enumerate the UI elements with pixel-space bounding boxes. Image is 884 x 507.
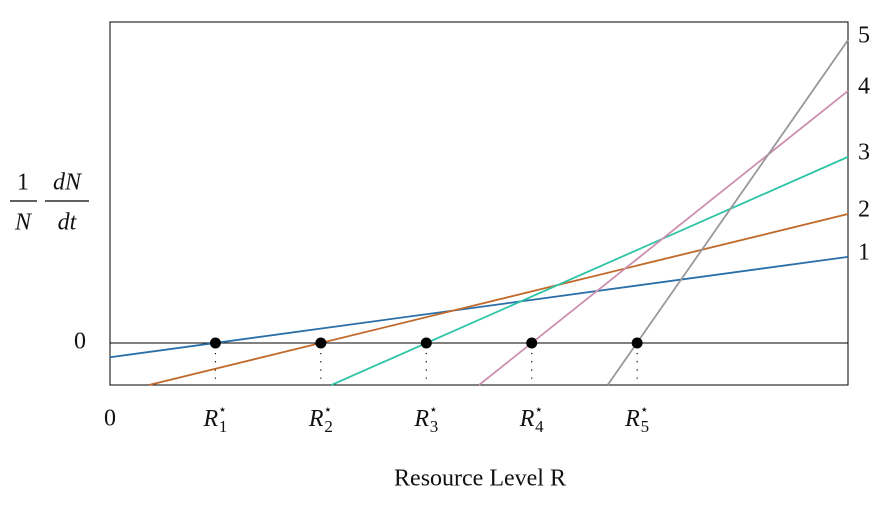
series-line [606,39,849,386]
series-label: 4 [858,73,870,99]
equilibrium-point [209,337,221,349]
series-label: 2 [858,197,870,223]
series-label: 3 [858,139,870,165]
series-line [331,156,849,386]
series-label: 5 [858,23,870,49]
equilibrium-point [315,337,327,349]
x-axis-label: Resource Level R [394,466,566,492]
x-tick-label: R⋆ 1 [202,403,227,436]
plot-frame [109,21,849,386]
equilibrium-point [631,337,643,349]
x-tick-label: 0 [104,406,116,432]
x-tick-label: R⋆ 3 [413,403,438,436]
y-tick-label: 0 [74,328,86,354]
x-tick-label: R⋆ 4 [519,403,544,436]
y-label-den: N [14,210,33,236]
series-line [478,90,849,386]
equilibrium-point [420,337,432,349]
series-line [109,255,849,359]
y-label-num: dN [53,170,83,196]
x-tick-label: R⋆ 2 [308,403,333,436]
y-label-num: 1 [17,170,29,196]
series-label: 1 [858,239,870,265]
equilibrium-point [526,337,538,349]
series-line [148,213,849,386]
x-tick-label: R⋆ 5 [624,403,649,436]
y-label-den: dt [58,210,78,236]
